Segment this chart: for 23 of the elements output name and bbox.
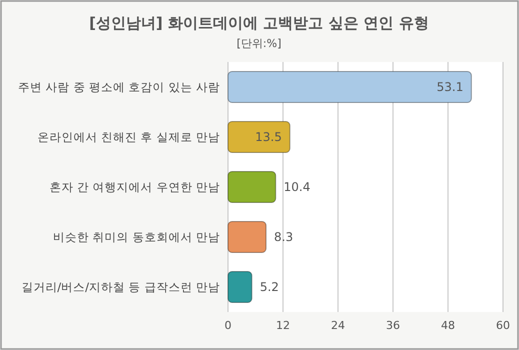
chart-subtitle: [단위:%] — [236, 37, 282, 50]
y-tick-label: 비슷한 취미의 동호회에서 만남 — [53, 230, 220, 244]
data-label: 8.3 — [274, 230, 294, 244]
data-label: 13.5 — [255, 130, 282, 144]
x-tick-label: 0 — [224, 319, 232, 332]
data-label: 53.1 — [436, 80, 464, 94]
chart-title: [성인남녀] 화이트데이에 고백받고 싶은 연인 유형 — [89, 14, 429, 32]
y-tick-label: 혼자 간 여행지에서 우연한 만남 — [49, 180, 220, 194]
bar — [228, 271, 252, 303]
bar — [228, 121, 290, 153]
data-label: 10.4 — [284, 180, 310, 194]
bar — [228, 71, 472, 103]
x-tick-label: 48 — [441, 319, 455, 332]
y-tick-label: 온라인에서 친해진 후 실제로 만남 — [37, 130, 220, 144]
x-tick-label: 12 — [276, 319, 290, 332]
x-tick-label: 60 — [496, 319, 510, 332]
bar — [228, 171, 276, 203]
y-tick-label: 길거리/버스/지하철 등 급작스런 만남 — [21, 280, 220, 294]
bar — [228, 221, 267, 253]
x-tick-label: 24 — [331, 319, 345, 332]
y-tick-label: 주변 사람 중 평소에 호감이 있는 사람 — [18, 80, 220, 94]
data-label: 5.2 — [260, 280, 279, 294]
x-tick-label: 36 — [386, 319, 400, 332]
